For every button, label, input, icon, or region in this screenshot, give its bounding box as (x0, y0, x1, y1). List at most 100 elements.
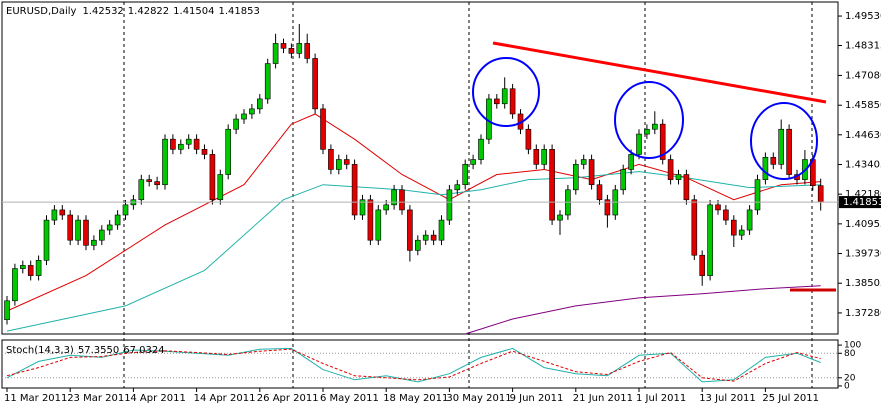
candle-body (778, 128, 785, 165)
candle-body (817, 185, 824, 203)
candle-body (367, 199, 374, 241)
candle-body (533, 149, 540, 165)
candle-body (375, 209, 382, 241)
candle-body (541, 149, 548, 165)
candle-body (359, 199, 366, 216)
price-panel (1, 1, 839, 335)
price-tag-label: 1.41853 (843, 197, 881, 208)
x-tick-label: 30 May 2011 (446, 393, 511, 404)
y-tick-label: 1.40955 (845, 219, 881, 230)
candle-body (730, 219, 737, 236)
candle-body (154, 181, 160, 186)
candle-body (288, 47, 295, 54)
candle-body (280, 43, 287, 49)
x-tick-label: 14 Apr 2011 (194, 393, 256, 404)
candle-body (178, 143, 184, 150)
candle-body (383, 204, 390, 211)
candle-body (723, 209, 729, 221)
candle-body (762, 157, 769, 180)
candle-body (588, 159, 595, 186)
candle-body (59, 209, 66, 216)
candle-body (651, 123, 658, 130)
candle-body (407, 209, 413, 251)
candle-body (170, 138, 176, 150)
y-tick-label: 1.42180 (845, 189, 881, 200)
candle-body (343, 159, 350, 165)
stoch-header: Stoch(14,3,3) 57.3550 67.0324 (6, 345, 165, 356)
candle-body (707, 204, 713, 276)
y-tick-label: 100 (844, 341, 861, 351)
candle-body (659, 123, 666, 160)
candle-body (493, 98, 500, 105)
candle-body (462, 164, 469, 186)
y-tick-label: 1.44630 (845, 130, 881, 141)
indicator-line (6, 347, 821, 383)
candle-body (683, 174, 690, 201)
x-tick-label: 25 Jul 2011 (762, 393, 819, 404)
y-tick-label: 1.43405 (845, 159, 881, 170)
candle-body (620, 169, 627, 191)
candle-body (628, 154, 634, 170)
candle-body (272, 43, 279, 64)
candle-body (241, 113, 247, 120)
candle-body (106, 224, 113, 231)
candle-body (225, 128, 231, 175)
candle-body (715, 204, 721, 211)
candle-body (738, 229, 745, 236)
x-tick-label: 11 Mar 2011 (4, 393, 67, 404)
y-tick-label: 1.48315 (845, 40, 881, 51)
x-tick-label: 4 Apr 2011 (130, 393, 185, 404)
candle-body (217, 174, 224, 201)
candle-body (470, 159, 476, 165)
y-tick-label: 1.38505 (845, 278, 881, 289)
candle-body (335, 159, 342, 170)
candle-body (667, 159, 674, 180)
open-readout: 1.42532 (82, 6, 123, 17)
candle-body (391, 189, 397, 206)
indicator-line (465, 285, 821, 335)
candle-body (296, 43, 303, 54)
candle-body (399, 189, 405, 211)
candle-body (454, 184, 461, 191)
trend-line (492, 41, 827, 104)
candle-body (328, 149, 334, 170)
candle-body (193, 138, 200, 150)
x-tick-label: 18 May 2011 (383, 393, 448, 404)
candle-body (636, 133, 642, 155)
x-tick-label: 13 Jul 2011 (699, 393, 756, 404)
candle-body (51, 209, 58, 221)
candle-body (754, 179, 761, 211)
y-tick-label: 1.39730 (845, 249, 881, 260)
symbol: EURUSD,Daily (6, 6, 77, 17)
y-tick-label: 0 (844, 381, 850, 391)
candle-body (446, 189, 453, 221)
candle-body (509, 88, 516, 115)
candle-body (99, 229, 105, 241)
indicator-name: Stoch(14,3,3) (6, 345, 74, 356)
candle-body (580, 159, 587, 165)
indicator-line (6, 348, 821, 382)
y-tick-label: 20 (844, 373, 856, 383)
candle-body (75, 219, 81, 241)
candle-body (304, 43, 311, 59)
candle-body (162, 138, 168, 186)
candle-body (478, 138, 484, 160)
candle-body (83, 219, 89, 246)
circle-marker (750, 102, 818, 180)
candle-body (786, 128, 792, 175)
x-tick-label: 6 May 2011 (320, 393, 379, 404)
candle-body (67, 214, 73, 241)
candle-body (557, 214, 563, 221)
x-tick-label: 9 Jun 2011 (510, 393, 564, 404)
plot: 1.49530 1.48315 1.47080 1.45850 1.44630 1.434… (2, 11, 881, 404)
x-tick-label: 26 Apr 2011 (257, 393, 319, 404)
y-tick-label: 1.49530 (845, 11, 881, 22)
y-tick-label: 80 (844, 349, 856, 359)
candle-body (501, 88, 508, 105)
main-readout: 57.3550 (78, 345, 119, 356)
candle-body (414, 239, 421, 251)
candle-body (19, 265, 26, 269)
candle-body (644, 128, 650, 135)
circle-marker (472, 57, 540, 127)
